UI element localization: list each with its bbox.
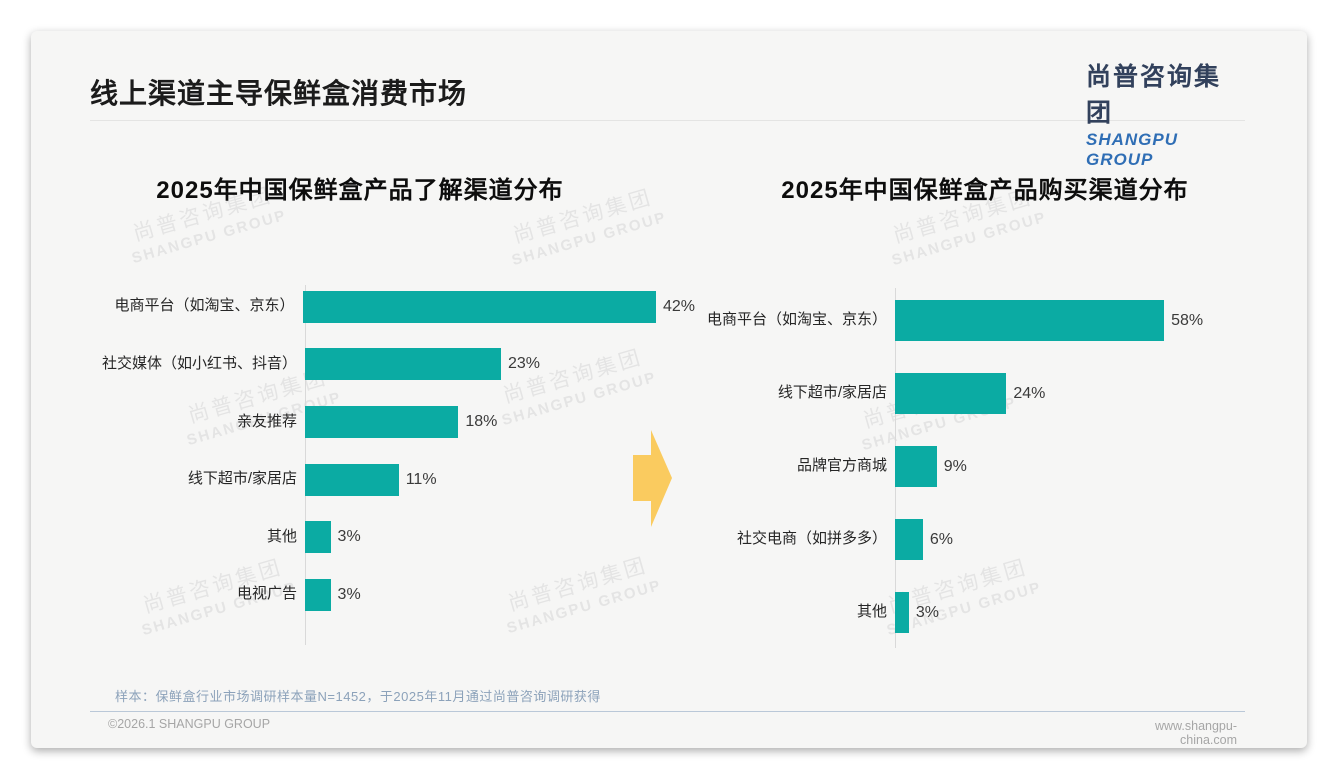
category-label: 其他 — [266, 527, 297, 545]
value-label: 3% — [337, 585, 361, 603]
left-chart-title: 2025年中国保鲜盒产品了解渠道分布 — [156, 177, 564, 204]
left-bar-chart: 电商平台（如淘宝、京东） 42% 社交媒体（如小红书、抖音） 23% 亲友推荐 … — [95, 278, 695, 624]
bar — [895, 592, 909, 633]
value-label: 58% — [1171, 311, 1204, 329]
bar-row: 线下超市/家居店 24% — [685, 357, 1305, 430]
right-bar-chart: 电商平台（如淘宝、京东） 58% 线下超市/家居店 24% 品牌官方商城 9% … — [685, 284, 1305, 649]
sample-note: 样本：保鲜盒行业市场调研样本量N=1452，于2025年11月通过尚普咨询调研获… — [115, 689, 601, 704]
copyright-text: ©2026.1 SHANGPU GROUP — [108, 717, 271, 731]
bar — [895, 373, 1007, 414]
website-link[interactable]: www.shangpu-china.com — [1155, 719, 1237, 747]
logo-en: SHANGPU GROUP — [1086, 130, 1179, 169]
bar — [305, 348, 501, 381]
category-label: 线下超市/家居店 — [187, 470, 297, 488]
value-label: 24% — [1013, 384, 1046, 402]
bar-row: 社交电商（如拼多多） 6% — [685, 503, 1305, 576]
bar — [302, 290, 656, 323]
value-label: 42% — [662, 297, 695, 315]
bar-row: 电商平台（如淘宝、京东） 58% — [685, 284, 1305, 357]
bar — [895, 300, 1165, 341]
category-label: 线下超市/家居店 — [777, 384, 887, 402]
logo-zh: 尚普咨询集团 — [1086, 63, 1222, 127]
bar — [305, 578, 331, 611]
value-label: 6% — [929, 530, 953, 548]
bar-row: 电商平台（如淘宝、京东） 42% — [95, 278, 695, 336]
value-label: 3% — [915, 603, 940, 621]
bar-row: 其他 3% — [95, 508, 695, 566]
category-label: 品牌官方商城 — [796, 457, 887, 475]
category-label: 电商平台（如淘宝、京东） — [114, 297, 295, 315]
bar-row: 其他 3% — [685, 576, 1305, 649]
category-label: 电商平台（如淘宝、京东） — [706, 311, 887, 329]
page-title: 线上渠道主导保鲜盒消费市场 — [90, 78, 468, 109]
category-label: 社交媒体（如小红书、抖音） — [101, 355, 297, 373]
value-label: 11% — [405, 470, 437, 488]
title-separator — [90, 120, 1245, 121]
bar — [895, 519, 923, 560]
value-label: 23% — [507, 355, 540, 373]
category-label: 社交电商（如拼多多） — [736, 530, 887, 548]
value-label: 9% — [943, 457, 967, 475]
bar — [305, 463, 399, 496]
category-label: 亲友推荐 — [236, 412, 297, 430]
bar-row: 线下超市/家居店 11% — [95, 451, 695, 509]
value-label: 3% — [337, 528, 361, 546]
bar — [305, 521, 331, 554]
right-arrow-icon — [633, 430, 672, 527]
slide-card — [31, 31, 1307, 748]
value-label: 18% — [465, 412, 498, 430]
bar-row: 电视广告 3% — [95, 566, 695, 624]
bar-row: 社交媒体（如小红书、抖音） 23% — [95, 336, 695, 394]
category-label: 电视广告 — [236, 585, 297, 603]
bar — [895, 446, 937, 487]
bar — [305, 405, 459, 438]
bar-row: 亲友推荐 18% — [95, 393, 695, 451]
category-label: 其他 — [856, 603, 887, 621]
right-chart-title: 2025年中国保鲜盒产品购买渠道分布 — [781, 177, 1189, 204]
bar-row: 品牌官方商城 9% — [685, 430, 1305, 503]
footer-separator — [90, 711, 1245, 712]
company-logo: 尚普咨询集团 SHANGPU GROUP — [1040, 57, 1240, 170]
